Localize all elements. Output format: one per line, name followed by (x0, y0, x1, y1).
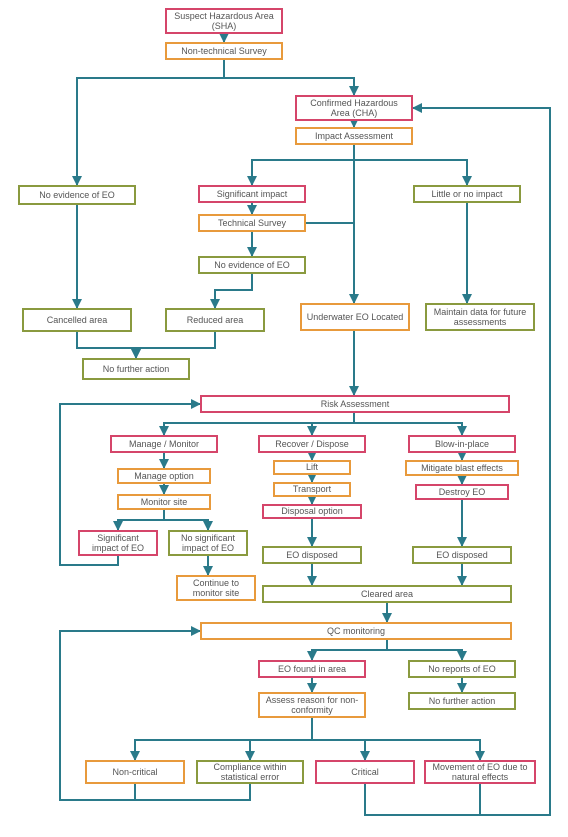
edge-n15-n17 (312, 413, 354, 435)
node-n21: Significant impact of EO (78, 530, 158, 556)
node-n38: Compliance within statistical error (196, 760, 304, 784)
node-n34: No reports of EO (408, 660, 516, 678)
edge-n20-n21 (118, 510, 164, 530)
node-n28: Destroy EO (415, 484, 509, 500)
node-n30: EO disposed (412, 546, 512, 564)
edge-n40-n3 (480, 784, 550, 815)
node-n2: Non-technical Survey (165, 42, 283, 60)
node-n26: Disposal option (262, 504, 362, 519)
node-n33: EO found in area (258, 660, 366, 678)
node-n20: Monitor site (117, 494, 211, 510)
node-n23: Continue to monitor site (176, 575, 256, 601)
node-n40: Movement of EO due to natural effects (424, 760, 536, 784)
node-n22: No significant impact of EO (168, 530, 248, 556)
node-n36: No further action (408, 692, 516, 710)
node-n13: Maintain data for future assessments (425, 303, 535, 331)
node-n6: Significant impact (198, 185, 306, 203)
node-n16: Manage / Monitor (110, 435, 218, 453)
edge-n4-n6 (252, 145, 354, 185)
node-n14: No further action (82, 358, 190, 380)
edge-n32-n33 (312, 640, 387, 660)
node-n9: No evidence of EO (198, 256, 306, 274)
node-n19: Manage option (117, 468, 211, 484)
edge-n38-n32 (60, 784, 250, 800)
node-n4: Impact Assessment (295, 127, 413, 145)
edge-n20-n22 (164, 510, 208, 530)
node-n25: Transport (273, 482, 351, 497)
node-n32: QC monitoring (200, 622, 512, 640)
node-n35: Assess reason for non-conformity (258, 692, 366, 718)
node-n18: Blow-in-place (408, 435, 516, 453)
node-n39: Critical (315, 760, 415, 784)
node-n24: Lift (273, 460, 351, 475)
edge-n11-n14 (136, 332, 215, 358)
edge-n32-n34 (387, 640, 462, 660)
edge-n15-n18 (354, 413, 462, 435)
edge-n8-n12 (306, 223, 354, 303)
node-n12: Underwater EO Located (300, 303, 410, 331)
edge-n2-n3 (224, 60, 354, 95)
node-n37: Non-critical (85, 760, 185, 784)
node-n31: Cleared area (262, 585, 512, 603)
node-n8: Technical Survey (198, 214, 306, 232)
edge-n4-n7 (354, 145, 467, 185)
edge-n35-n38 (250, 718, 312, 760)
edge-n2-n5 (77, 60, 224, 185)
edge-n35-n40 (312, 718, 480, 760)
node-n29: EO disposed (262, 546, 362, 564)
node-n15: Risk Assessment (200, 395, 510, 413)
node-n17: Recover / Dispose (258, 435, 366, 453)
node-n7: Little or no impact (413, 185, 521, 203)
node-n10: Cancelled area (22, 308, 132, 332)
node-n3: Confirmed Hazardous Area (CHA) (295, 95, 413, 121)
edge-n10-n14 (77, 332, 136, 358)
node-n11: Reduced area (165, 308, 265, 332)
edge-n9-n11 (215, 274, 252, 308)
node-n5: No evidence of EO (18, 185, 136, 205)
node-n1: Suspect Hazardous Area (SHA) (165, 8, 283, 34)
node-n27: Mitigate blast effects (405, 460, 519, 476)
